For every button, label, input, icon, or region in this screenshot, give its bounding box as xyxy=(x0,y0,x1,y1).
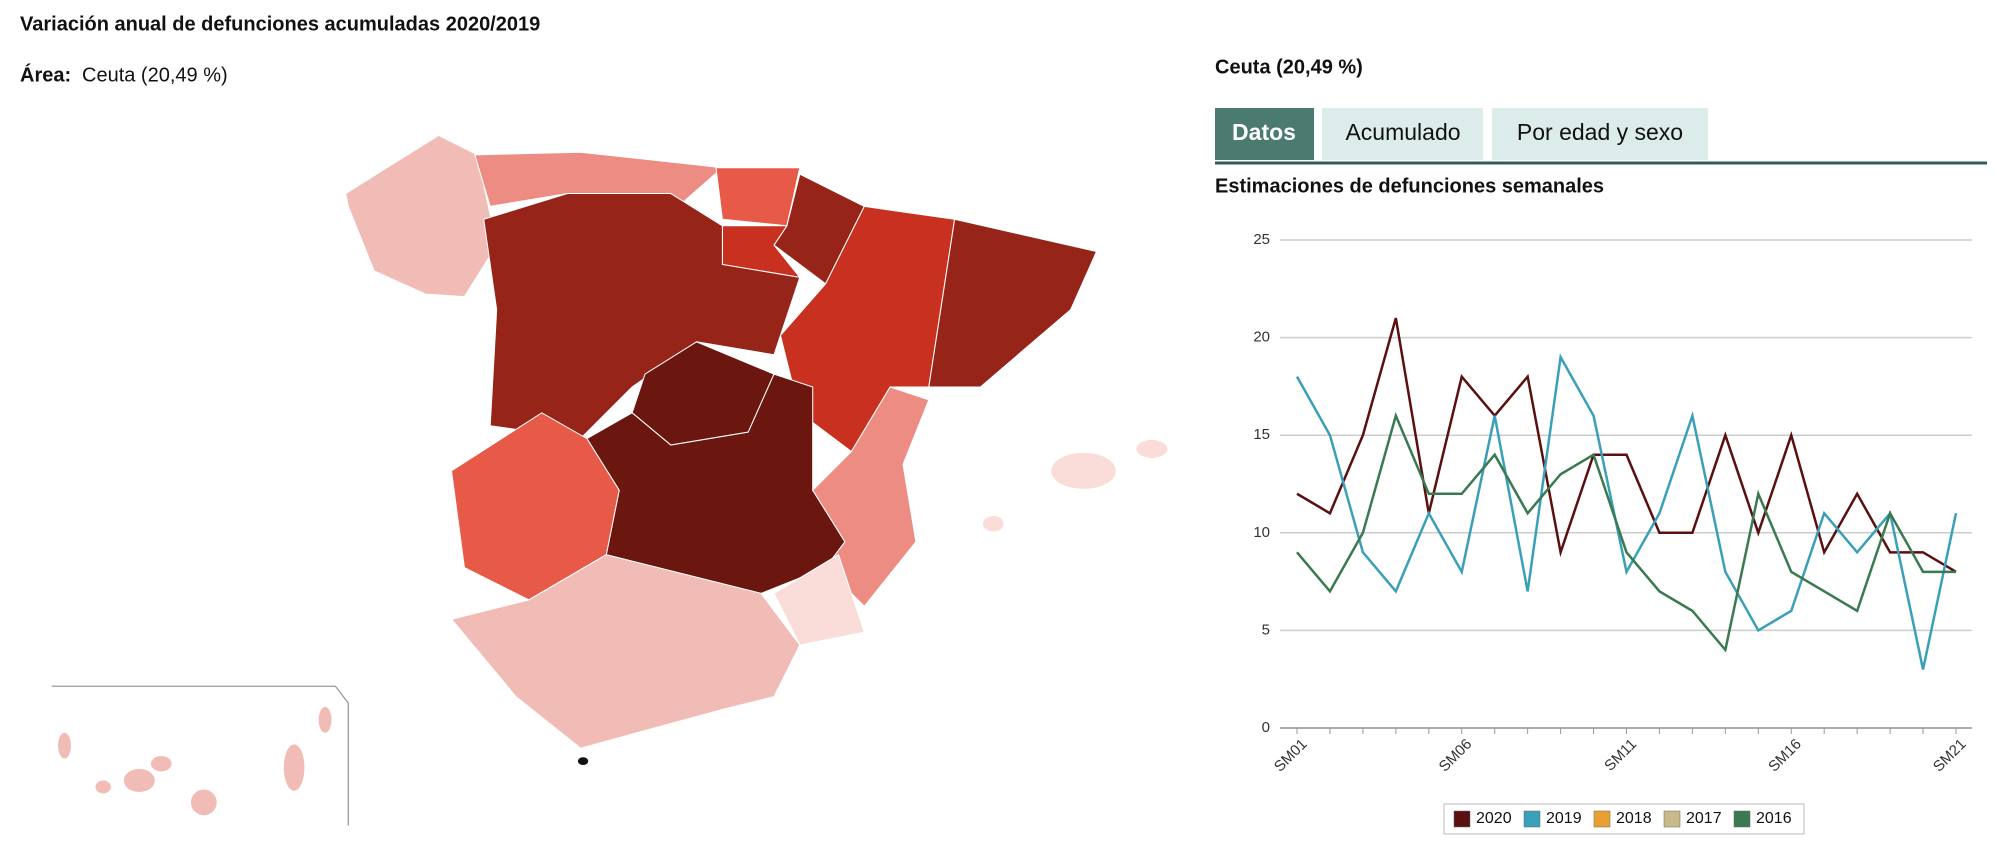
x-tick-label: SM06 xyxy=(1436,736,1476,776)
panel-title: Ceuta (20,49 %) xyxy=(1215,56,1363,78)
region[interactable] xyxy=(928,218,1098,388)
x-tick-label: SM11 xyxy=(1601,736,1640,775)
region[interactable] xyxy=(715,167,801,227)
region xyxy=(190,789,217,816)
region[interactable] xyxy=(450,412,620,601)
region xyxy=(283,744,305,791)
tab-label[interactable]: Acumulado xyxy=(1345,119,1460,145)
region[interactable] xyxy=(982,516,1004,532)
y-tick-label: 0 xyxy=(1262,719,1270,736)
region[interactable] xyxy=(345,134,498,298)
chart-title: Estimaciones de defunciones semanales xyxy=(1215,175,1604,197)
tab-label[interactable]: Datos xyxy=(1232,119,1296,145)
legend-label: 2016 xyxy=(1756,810,1792,827)
region[interactable] xyxy=(1136,439,1168,458)
region xyxy=(95,780,111,794)
region[interactable] xyxy=(483,192,801,440)
region[interactable] xyxy=(577,757,589,765)
legend-label: 2019 xyxy=(1546,810,1582,827)
legend-label: 2017 xyxy=(1686,810,1722,827)
y-tick-label: 25 xyxy=(1253,231,1270,248)
region[interactable] xyxy=(450,554,801,749)
legend-swatch xyxy=(1663,810,1681,828)
legend-swatch xyxy=(1523,810,1541,828)
legend-swatch xyxy=(1453,810,1471,828)
region[interactable] xyxy=(812,386,930,608)
tab[interactable] xyxy=(1322,108,1483,160)
series-line xyxy=(1295,353,1958,670)
region[interactable] xyxy=(1051,452,1116,489)
region[interactable] xyxy=(773,553,865,646)
page-title: Variación anual de defunciones acumulada… xyxy=(20,13,540,35)
inset-border xyxy=(51,685,349,826)
x-tick-label: SM21 xyxy=(1930,736,1970,776)
chart: 0 5 10 15 20 25 SM01 SM06 SM11 SM16 SM21 2020 2019 20… xyxy=(1253,231,1972,835)
region xyxy=(318,706,332,733)
legend-swatch xyxy=(1733,810,1751,828)
y-tick-label: 15 xyxy=(1253,426,1270,443)
area-value: Ceuta (20,49 %) xyxy=(82,64,228,86)
region xyxy=(150,755,172,772)
legend-swatch xyxy=(1593,810,1611,828)
y-tick-label: 20 xyxy=(1253,329,1270,346)
series-line xyxy=(1296,317,1957,573)
legend-label: 2018 xyxy=(1616,810,1652,827)
region xyxy=(123,768,155,793)
series-line xyxy=(1296,411,1956,653)
x-tick-label: SM16 xyxy=(1765,736,1805,776)
region[interactable] xyxy=(773,173,865,285)
tab-label[interactable]: Por edad y sexo xyxy=(1517,119,1683,145)
tab[interactable] xyxy=(1215,108,1314,160)
y-tick-label: 10 xyxy=(1253,524,1270,541)
legend-label: 2020 xyxy=(1476,810,1512,827)
area-label: Área: xyxy=(20,63,71,86)
map xyxy=(51,134,1168,826)
y-tick-label: 5 xyxy=(1262,621,1270,638)
tab[interactable] xyxy=(1492,108,1708,160)
x-tick-label: SM01 xyxy=(1271,736,1311,776)
region xyxy=(58,732,71,759)
